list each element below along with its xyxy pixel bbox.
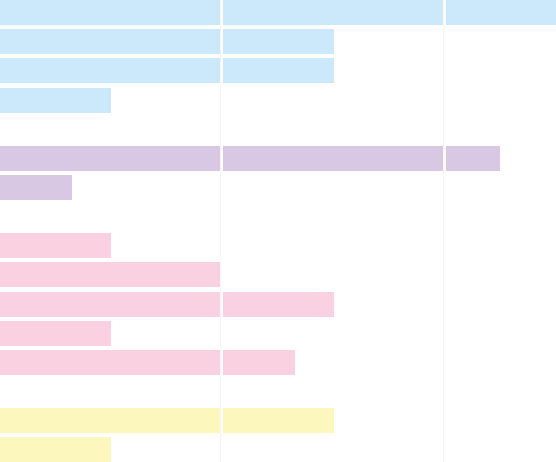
gridline	[220, 0, 221, 462]
bar-segment	[0, 175, 72, 200]
bar-segment	[446, 146, 500, 171]
bar-segment	[0, 262, 220, 287]
bar-segment	[223, 408, 334, 433]
bar-segment	[446, 0, 556, 25]
bar-segment	[223, 58, 334, 83]
bar-segment	[223, 146, 443, 171]
bar-segment	[0, 321, 111, 346]
bar-segment	[223, 29, 334, 54]
bar-segment	[0, 88, 111, 113]
bar-segment	[0, 29, 220, 54]
bar-segment	[0, 146, 220, 171]
bar-segment	[223, 0, 443, 25]
bar-segment	[0, 408, 220, 433]
bar-segment	[223, 292, 334, 317]
bar-segment	[0, 0, 220, 25]
bar-segment	[0, 292, 220, 317]
bar-segment	[0, 58, 220, 83]
gridline	[443, 0, 444, 462]
bar-segment	[0, 350, 220, 375]
bar-segment	[0, 233, 111, 258]
bar-segment	[0, 437, 111, 462]
bar-segment	[223, 350, 295, 375]
